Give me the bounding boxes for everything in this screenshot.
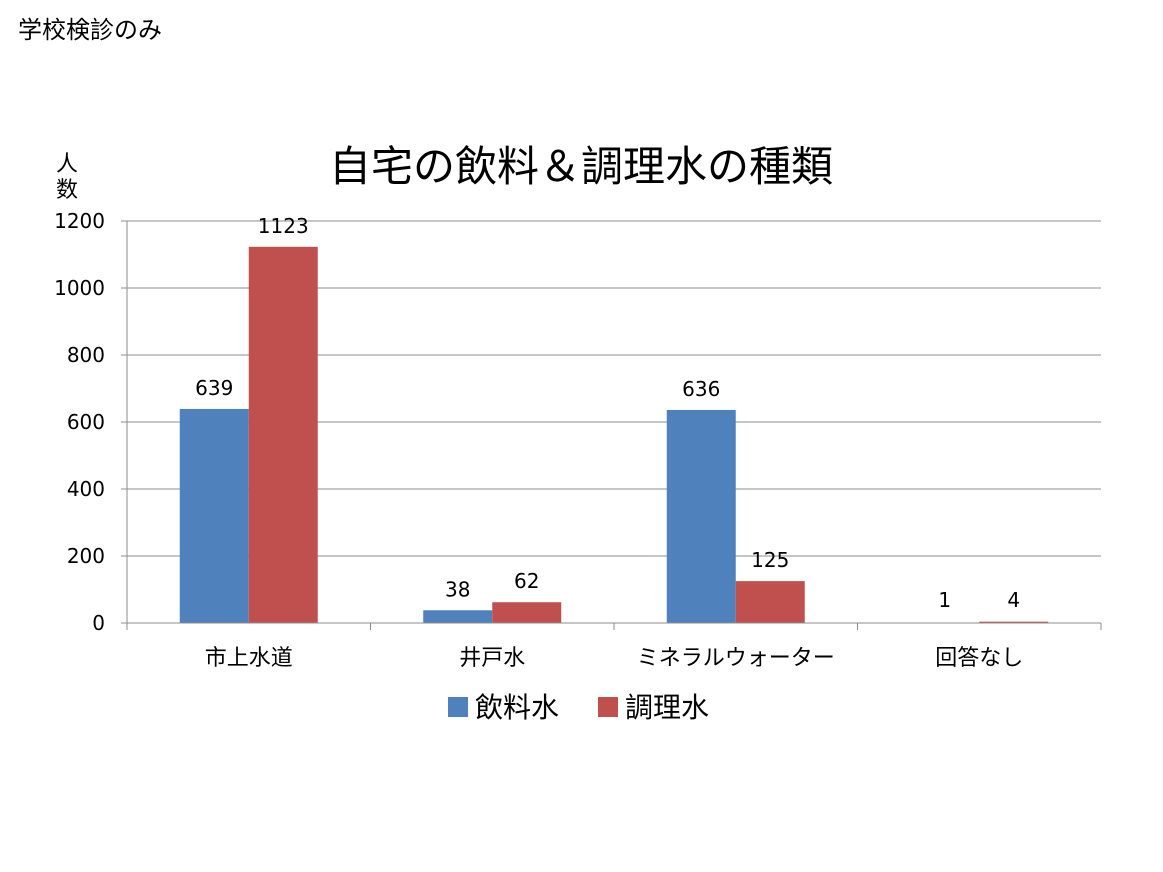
data-label: 125 (751, 548, 789, 572)
legend-label: 飲料水 (475, 691, 559, 724)
legend: 飲料水 調理水 (448, 691, 709, 724)
y-tick-label: 400 (67, 477, 105, 501)
bar-cooking (735, 581, 805, 623)
data-label: 636 (682, 377, 720, 401)
bar-cooking (979, 621, 1049, 623)
data-label: 1 (938, 588, 951, 612)
bars (179, 246, 1049, 624)
bar-cooking (492, 602, 562, 623)
x-category-label: 市上水道 (205, 646, 293, 671)
y-tick-label: 0 (92, 611, 105, 635)
legend-label: 調理水 (625, 691, 709, 724)
chart-title: 自宅の飲料＆調理水の種類 (329, 142, 833, 191)
bar-drinking (666, 409, 736, 623)
x-category-label: 回答なし (935, 646, 1023, 671)
y-tick-label: 1200 (54, 209, 105, 233)
data-labels: 639 1123 38 62 636 125 1 4 (195, 214, 1020, 612)
data-label: 639 (195, 376, 233, 400)
y-tick-label: 800 (67, 343, 105, 367)
data-label: 38 (445, 577, 470, 601)
y-tick-label: 200 (67, 544, 105, 568)
legend-swatch (448, 697, 468, 717)
data-label: 62 (514, 569, 539, 593)
axes (126, 221, 1102, 630)
y-axis-label-char: 数 (56, 178, 78, 203)
y-axis-label: 人数 (56, 152, 78, 203)
page-label: 学校検診のみ (18, 16, 162, 44)
bar-drinking (179, 408, 249, 623)
bar-cooking (248, 246, 318, 624)
y-axis-label-char: 人 (56, 152, 78, 177)
x-category-label: ミネラルウォーター (637, 646, 835, 671)
legend-swatch (598, 697, 618, 717)
y-tick-label: 600 (67, 410, 105, 434)
data-label: 4 (1007, 588, 1020, 612)
x-category-label: 井戸水 (459, 646, 525, 671)
y-tick-label: 1000 (54, 276, 105, 300)
bar-drinking (423, 610, 493, 623)
x-axis-categories: 市上水道 井戸水 ミネラルウォーター 回答なし (205, 646, 1024, 671)
y-axis-ticks: 0 200 400 600 800 1000 1200 (54, 209, 127, 635)
data-label: 1123 (258, 214, 309, 238)
